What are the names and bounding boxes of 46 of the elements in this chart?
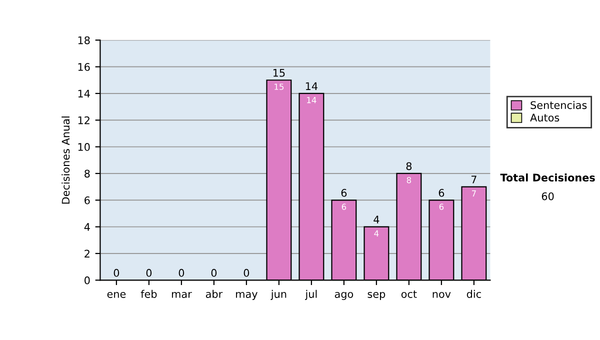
data-label: 6 [439,204,444,210]
total-label: 7 [471,176,476,184]
data-label: 6 [342,204,346,210]
total-label: 6 [341,188,347,197]
total-label: 0 [114,268,120,277]
legend-label: Autos [530,114,560,122]
text: Total Decisiones [500,173,595,182]
total-label: 14 [306,82,318,90]
y-tick-label: 12 [78,116,90,124]
y-tick-label: 14 [78,90,90,98]
total-label: 8 [406,162,412,170]
y-tick-label: 4 [84,223,90,231]
x-tick-label: jul [305,290,317,300]
total-label: 15 [273,69,285,77]
y-tick-label: 8 [84,170,90,178]
x-tick-label: nov [432,292,451,298]
text: 60 [542,192,554,200]
data-label: 4 [374,230,379,236]
x-tick-label: ago [334,292,354,300]
x-tick-label: mar [172,292,192,298]
y-tick-label: 16 [78,63,90,71]
y-tick-label: 0 [84,276,90,284]
y-tick-label: 6 [84,196,90,204]
total-label: 0 [244,268,250,277]
total-label: 0 [211,268,217,277]
x-tick-label: oct [401,290,417,298]
x-tick-label: dic [466,290,481,298]
data-label: 14 [307,97,316,104]
y-tick-label: 10 [78,143,90,151]
legend-label: Sentencias [530,101,587,110]
total-label: 0 [146,268,152,277]
x-tick-label: jun [270,290,286,300]
x-tick-label: ene [107,292,126,298]
data-label: 7 [472,190,476,196]
y-tick-label: 18 [78,36,90,44]
x-tick-label: may [236,292,258,300]
data-label: 15 [274,84,284,90]
total-label: 6 [438,188,444,197]
total-label: 4 [374,216,380,224]
y-axis-title: Decisiones Anual [62,116,70,204]
x-tick-label: sep [368,292,386,300]
y-tick-label: 2 [84,250,90,258]
x-tick-label: feb [140,290,157,298]
data-label: 8 [406,176,412,184]
total-label: 0 [178,268,184,277]
x-tick-label: abr [206,290,223,298]
